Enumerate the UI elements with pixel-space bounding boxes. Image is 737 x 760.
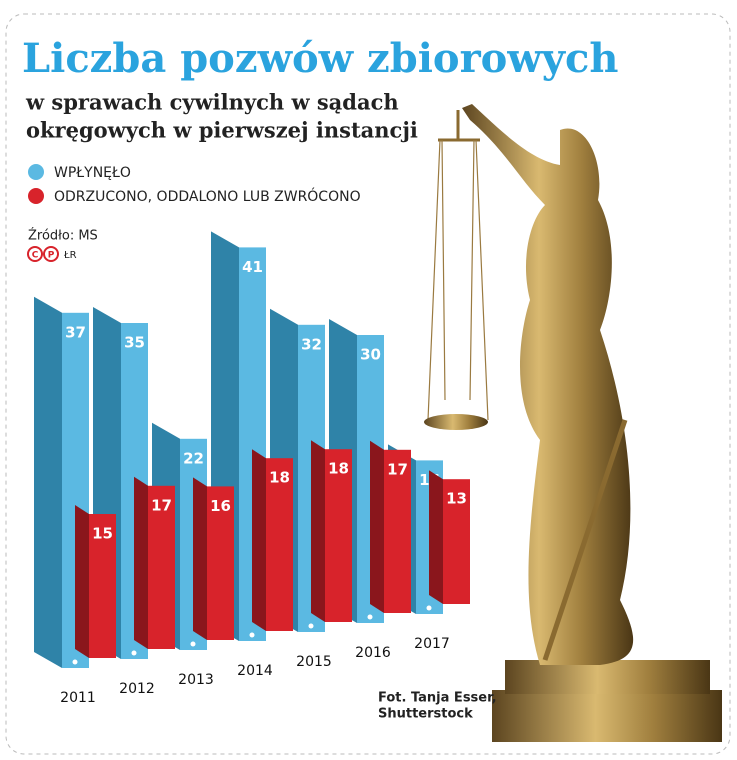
value-label: 17: [387, 460, 408, 478]
year-dot: [426, 605, 432, 611]
year-dot: [249, 632, 255, 638]
frame: [5, 13, 731, 755]
bar: [266, 458, 293, 631]
year-dot: [190, 641, 196, 647]
sword: [542, 419, 628, 661]
bar-side: [429, 470, 443, 604]
bar-side: [34, 296, 62, 668]
subtitle: w sprawach cywilnych w sądach: [25, 90, 399, 115]
bar-side: [75, 505, 89, 658]
bar: [207, 486, 234, 640]
scale-pan: [424, 414, 488, 430]
value-label: 13: [446, 490, 467, 508]
x-tick-label: 2014: [237, 663, 273, 679]
value-label: 37: [65, 323, 86, 341]
value-label: 18: [328, 460, 349, 478]
year-dot: [367, 614, 373, 620]
x-tick-label: 2013: [178, 672, 214, 688]
scale-chains: [427, 139, 489, 421]
value-label: 16: [210, 497, 231, 515]
bar-side: [252, 449, 266, 631]
bar: [325, 449, 352, 622]
value-label: 15: [92, 525, 113, 543]
subtitle: okręgowych w pierwszej instancji: [26, 118, 418, 143]
legend-label: ODRZUCONO, ODDALONO LUB ZWRÓCONO: [54, 187, 361, 205]
source: Źródło: MS: [28, 228, 98, 244]
bar: [384, 449, 411, 613]
x-tick-label: 2017: [414, 636, 450, 652]
value-label: 32: [301, 335, 322, 353]
bar-side: [134, 476, 148, 649]
bar-side: [311, 440, 325, 622]
value-label: 22: [183, 449, 204, 467]
value-label: 18: [269, 469, 290, 487]
x-tick-label: 2015: [296, 654, 332, 670]
bar-side: [193, 477, 207, 640]
bar: [148, 485, 175, 649]
figure: [462, 104, 634, 665]
year-dot: [308, 623, 314, 629]
rights-letter: P: [48, 251, 55, 261]
bar: [89, 514, 116, 658]
photo-credit: Fot. Tanja Esser,: [378, 691, 497, 706]
value-label: 30: [360, 346, 381, 364]
chart-title: Liczba pozwów zbiorowych: [22, 35, 618, 82]
year-dot: [131, 650, 137, 656]
rights-letter: C: [32, 251, 39, 261]
statue: [424, 104, 722, 742]
photo-credit: Shutterstock: [378, 707, 473, 722]
x-tick-label: 2016: [355, 645, 391, 661]
x-tick-label: 2011: [60, 690, 96, 706]
author: ŁR: [63, 250, 77, 261]
legend-swatch: [28, 188, 44, 204]
rights-icon: [27, 246, 43, 262]
value-label: 41: [242, 258, 263, 276]
legend-label: WPŁYNĘŁO: [54, 165, 131, 181]
bar: [443, 479, 470, 604]
pedestal: [492, 690, 722, 742]
x-tick-label: 2012: [119, 681, 155, 697]
year-dot: [72, 659, 78, 665]
pedestal-top: [505, 660, 710, 694]
value-label: 17: [151, 496, 172, 514]
legend-swatch: [28, 164, 44, 180]
rights-icon: [43, 246, 59, 262]
value-label: 35: [124, 334, 145, 352]
bar-side: [370, 440, 384, 613]
